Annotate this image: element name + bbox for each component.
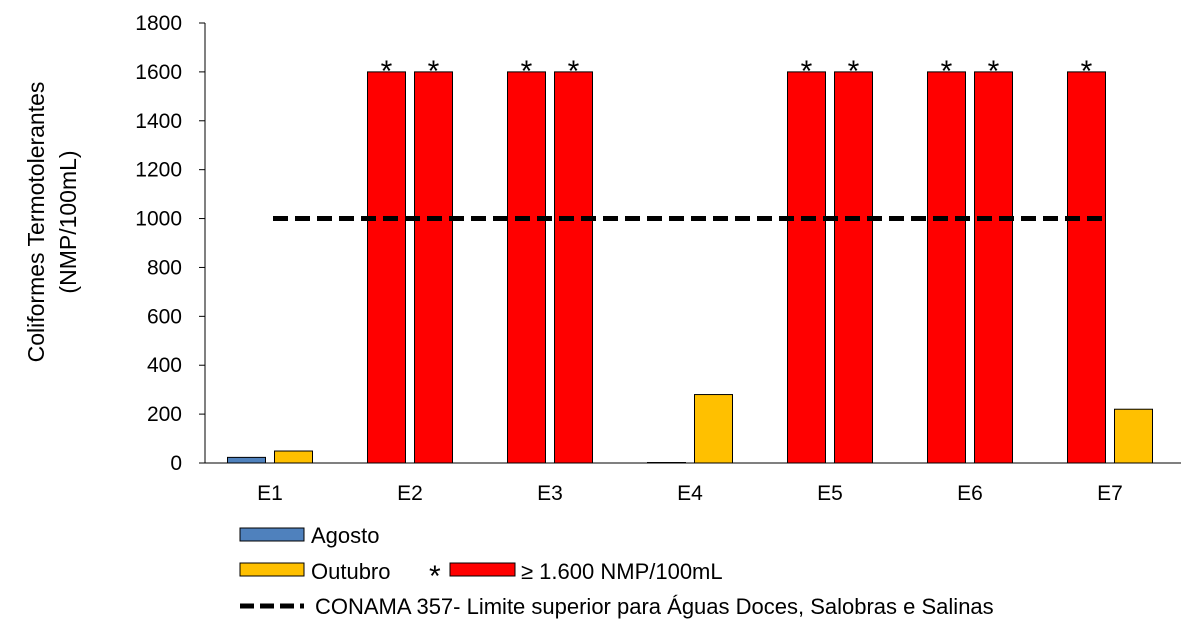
bar-outubro-e6	[974, 71, 1013, 464]
x-tick-label: E2	[397, 482, 423, 505]
y-tick-label: 1600	[135, 61, 182, 84]
y-tick-label: 800	[147, 256, 182, 279]
saturation-markers: * * * * * * * * *	[381, 55, 1093, 88]
bar-agosto-e2	[367, 71, 406, 464]
bar-outubro-e1	[274, 450, 313, 464]
bar-agosto-e4	[647, 462, 686, 464]
x-tick-label: E5	[817, 482, 843, 505]
bars	[227, 71, 1153, 464]
y-tick-label: 1200	[135, 159, 182, 182]
y-tick-label: 0	[170, 452, 182, 475]
bar-agosto-e5	[787, 71, 826, 464]
x-tick-label: E6	[957, 482, 983, 505]
bar-agosto-e1	[227, 456, 266, 464]
x-tick-label: E4	[677, 482, 703, 505]
y-axis-title-line2: (NMP/100mL)	[55, 150, 81, 293]
x-tick-label: E1	[257, 482, 283, 505]
bar-agosto-e7	[1067, 71, 1106, 464]
y-tick-label: 400	[147, 354, 182, 377]
saturation-star: *	[381, 55, 393, 88]
bar-outubro-e7	[1114, 408, 1153, 464]
y-axis-title-line1: Coliformes Termotolerantes	[23, 82, 49, 363]
saturation-star: *	[1081, 55, 1093, 88]
x-axis-ticks: E1 E2 E3 E4 E5 E6 E7	[257, 482, 1123, 505]
legend-swatch-outubro	[239, 562, 305, 577]
legend-swatch-saturated	[449, 562, 516, 577]
y-tick-label: 1400	[135, 110, 182, 133]
legend: Agosto Outubro * ≥ 1.600 NMP/100mL CONAM…	[239, 523, 994, 619]
saturation-star: *	[568, 55, 580, 88]
y-tick-label: 600	[147, 305, 182, 328]
x-tick-label: E7	[1097, 482, 1123, 505]
bar-outubro-e5	[834, 71, 873, 464]
bar-outubro-e4	[694, 394, 733, 464]
saturation-star: *	[428, 55, 440, 88]
legend-star-marker: *	[429, 560, 441, 593]
saturation-star: *	[848, 55, 860, 88]
y-tick-label: 200	[147, 403, 182, 426]
saturation-star: *	[988, 55, 1000, 88]
y-tick-label: 1800	[135, 12, 182, 35]
x-tick-label: E3	[537, 482, 563, 505]
legend-label-conama: CONAMA 357- Limite superior para Águas D…	[315, 594, 994, 619]
legend-label-agosto: Agosto	[311, 523, 380, 548]
bar-outubro-e2	[414, 71, 453, 464]
saturation-star: *	[801, 55, 813, 88]
legend-label-saturated: ≥ 1.600 NMP/100mL	[521, 559, 723, 584]
legend-swatch-agosto	[239, 527, 305, 542]
y-tick-label: 1000	[135, 208, 182, 231]
legend-label-outubro: Outubro	[311, 559, 391, 584]
y-axis-ticks: 0 200 400 600 800 1000 1200 1400 1600 1800	[135, 12, 205, 475]
bar-agosto-e6	[927, 71, 966, 464]
bar-outubro-e3	[554, 71, 593, 464]
saturation-star: *	[521, 55, 533, 88]
bar-agosto-e3	[507, 71, 546, 464]
saturation-star: *	[941, 55, 953, 88]
